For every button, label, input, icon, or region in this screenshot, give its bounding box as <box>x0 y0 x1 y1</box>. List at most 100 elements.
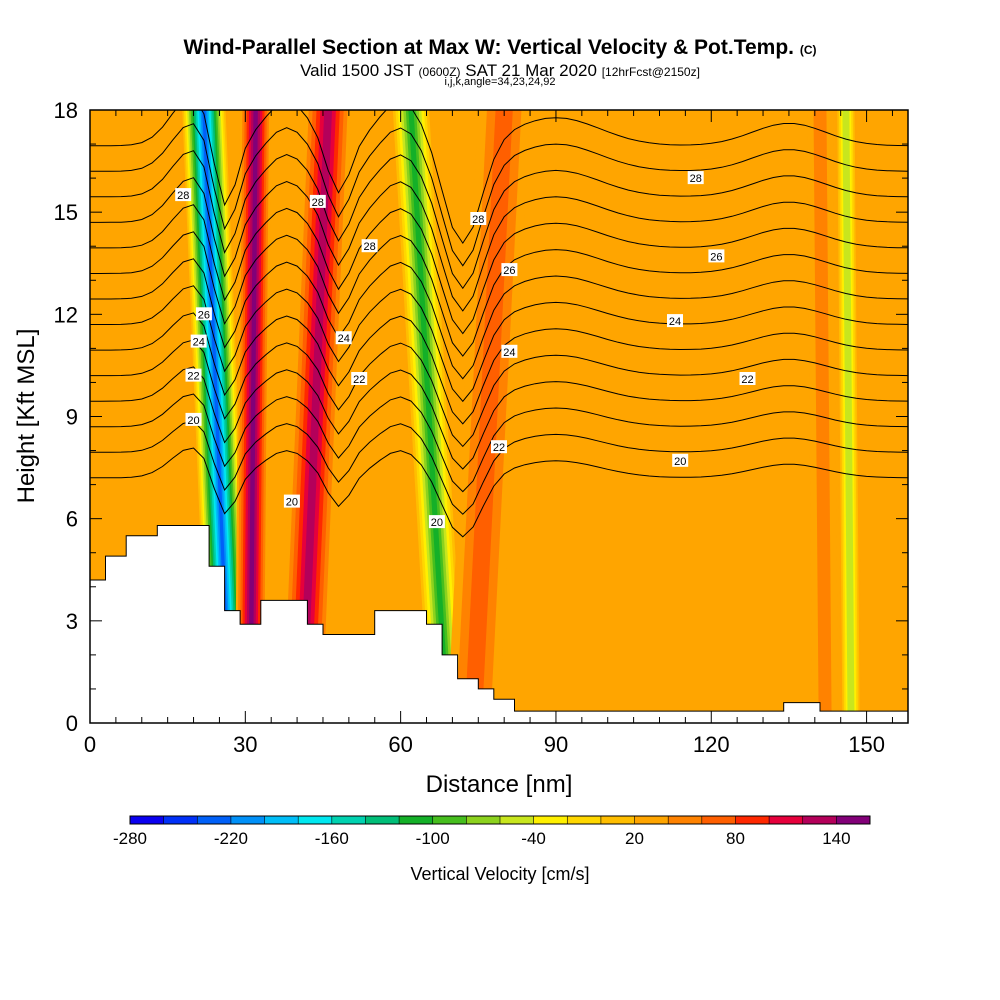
contour-label-text-2: 28 <box>363 241 375 253</box>
terrain <box>90 525 908 723</box>
isentrope-line-0 <box>90 447 908 538</box>
contour-label-bg-11 <box>667 314 683 328</box>
contour-label-1: 28 <box>309 194 326 209</box>
contour-label-14: 22 <box>491 440 507 454</box>
velocity-band-6-level-5 <box>844 110 853 723</box>
x-tick-label-60: 60 <box>388 732 412 757</box>
contour-label-12: 22 <box>185 368 202 383</box>
chart-title: Wind-Parallel Section at Max W: Vertical… <box>183 36 817 59</box>
y-tick-label-9: 9 <box>66 405 78 430</box>
contour-label-bg-14 <box>491 440 507 454</box>
colorbar-swatch-14 <box>600 816 636 824</box>
contour-label-text-11: 24 <box>669 316 681 328</box>
contour-label-text-6: 26 <box>503 265 515 277</box>
contour-label-bg-6 <box>501 263 518 277</box>
isentrope-line-4 <box>90 339 908 448</box>
colorbar-swatch-3 <box>230 816 266 824</box>
isentrope-line-6 <box>90 285 908 403</box>
y-tick-label-12: 12 <box>54 302 78 327</box>
y-tick-label-18: 18 <box>54 98 78 123</box>
isentrope-line-7 <box>90 258 908 380</box>
velocity-band-1-level-6 <box>248 110 258 723</box>
terrain-profile <box>90 525 908 723</box>
contour-label-bg-1 <box>309 194 326 208</box>
contour-label-text-10: 24 <box>503 347 515 359</box>
colorbar-swatch-5 <box>298 816 333 824</box>
contour-label-bg-8 <box>190 334 207 348</box>
contour-label-bg-4 <box>687 171 704 185</box>
colorbar-label--220: -220 <box>214 829 248 848</box>
contour-label-bg-3 <box>470 212 487 225</box>
isentrope-line-10 <box>90 177 908 312</box>
contour-label-bg-5 <box>195 307 212 321</box>
contour-label-bg-2 <box>361 239 378 253</box>
contour-label-15: 22 <box>739 372 756 386</box>
contour-label-text-15: 22 <box>741 374 753 386</box>
colorbar-swatch-10 <box>466 816 501 824</box>
contour-label-17: 20 <box>283 494 300 509</box>
contour-label-8: 24 <box>190 334 207 349</box>
isentrope-line-9 <box>90 204 908 335</box>
colorbar-label--40: -40 <box>521 829 546 848</box>
isentrope-line-12 <box>90 123 908 267</box>
valid-date: SAT 21 Mar 2020 <box>465 61 597 80</box>
colorbar-swatch-12 <box>533 816 568 824</box>
contour-label-6: 26 <box>501 263 518 277</box>
contour-label-text-19: 20 <box>674 456 686 468</box>
isentrope-line-1 <box>90 420 908 515</box>
colorbar-swatch-8 <box>399 816 434 824</box>
contour-label-3: 28 <box>470 212 487 226</box>
contour-label-bg-0 <box>175 188 192 202</box>
contour-label-10: 24 <box>501 344 518 359</box>
contour-label-16: 20 <box>185 412 202 427</box>
colorbar-swatch-7 <box>365 816 400 824</box>
colorbar-swatch-13 <box>567 816 602 824</box>
contour-label-4: 28 <box>687 171 704 185</box>
velocity-field <box>180 110 862 723</box>
colorbar-label--160: -160 <box>315 829 349 848</box>
x-axis-title: Distance [nm] <box>426 771 573 798</box>
y-tick-label-0: 0 <box>66 711 78 736</box>
grid-indices: i,j,k,angle=34,23,24,92 <box>444 76 556 88</box>
colorbar-swatch-17 <box>701 816 736 824</box>
contour-label-text-18: 20 <box>431 517 443 529</box>
colorbar-label-20: 20 <box>625 829 644 848</box>
contour-label-bg-13 <box>351 372 368 385</box>
valid-utc: (0600Z) <box>418 65 461 79</box>
x-tick-label-30: 30 <box>233 732 257 757</box>
contour-label-18: 20 <box>428 515 445 529</box>
contour-label-text-4: 28 <box>690 173 702 185</box>
isentrope-line-3 <box>90 366 908 470</box>
colorbar-swatch-11 <box>500 816 535 824</box>
velocity-band-4-level-2 <box>464 110 513 723</box>
y-axis-title: Height [Kft MSL] <box>13 329 40 504</box>
contour-label-5: 26 <box>195 307 212 321</box>
colorbar-swatch-18 <box>735 816 770 824</box>
colorbar-swatch-9 <box>432 816 467 824</box>
contour-label-text-13: 22 <box>353 374 365 386</box>
velocity-band-3-level-7 <box>408 110 450 723</box>
contour-label-text-17: 20 <box>286 497 298 509</box>
contour-label-7: 26 <box>708 249 725 263</box>
contour-labels: 28 28 28 28 28 26 26 26 24 24 24 24 22 22 22 22 20 20 20 20 <box>175 171 756 529</box>
colorbar-swatch-16 <box>668 816 703 824</box>
isentrope-line-13 <box>90 110 908 245</box>
colorbar-swatch-4 <box>264 816 299 824</box>
contour-label-text-12: 22 <box>187 371 199 383</box>
x-tick-label-120: 120 <box>693 732 730 757</box>
colorbar-swatch-15 <box>634 816 669 824</box>
contour-label-bg-18 <box>428 515 445 529</box>
contour-label-bg-15 <box>739 372 756 385</box>
isentrope-line-5 <box>90 312 908 425</box>
contour-label-bg-19 <box>672 453 689 467</box>
colorbar-title: Vertical Velocity [cm/s] <box>410 864 589 884</box>
contour-label-text-14: 22 <box>493 442 505 454</box>
colorbar-swatch-20 <box>802 816 837 824</box>
colorbar-swatch-21 <box>836 816 871 824</box>
colorbar-label--100: -100 <box>416 829 450 848</box>
contour-label-bg-9 <box>335 331 352 345</box>
colorbar-label-80: 80 <box>726 829 745 848</box>
contour-label-bg-16 <box>185 412 202 426</box>
contour-label-text-7: 26 <box>710 251 722 263</box>
